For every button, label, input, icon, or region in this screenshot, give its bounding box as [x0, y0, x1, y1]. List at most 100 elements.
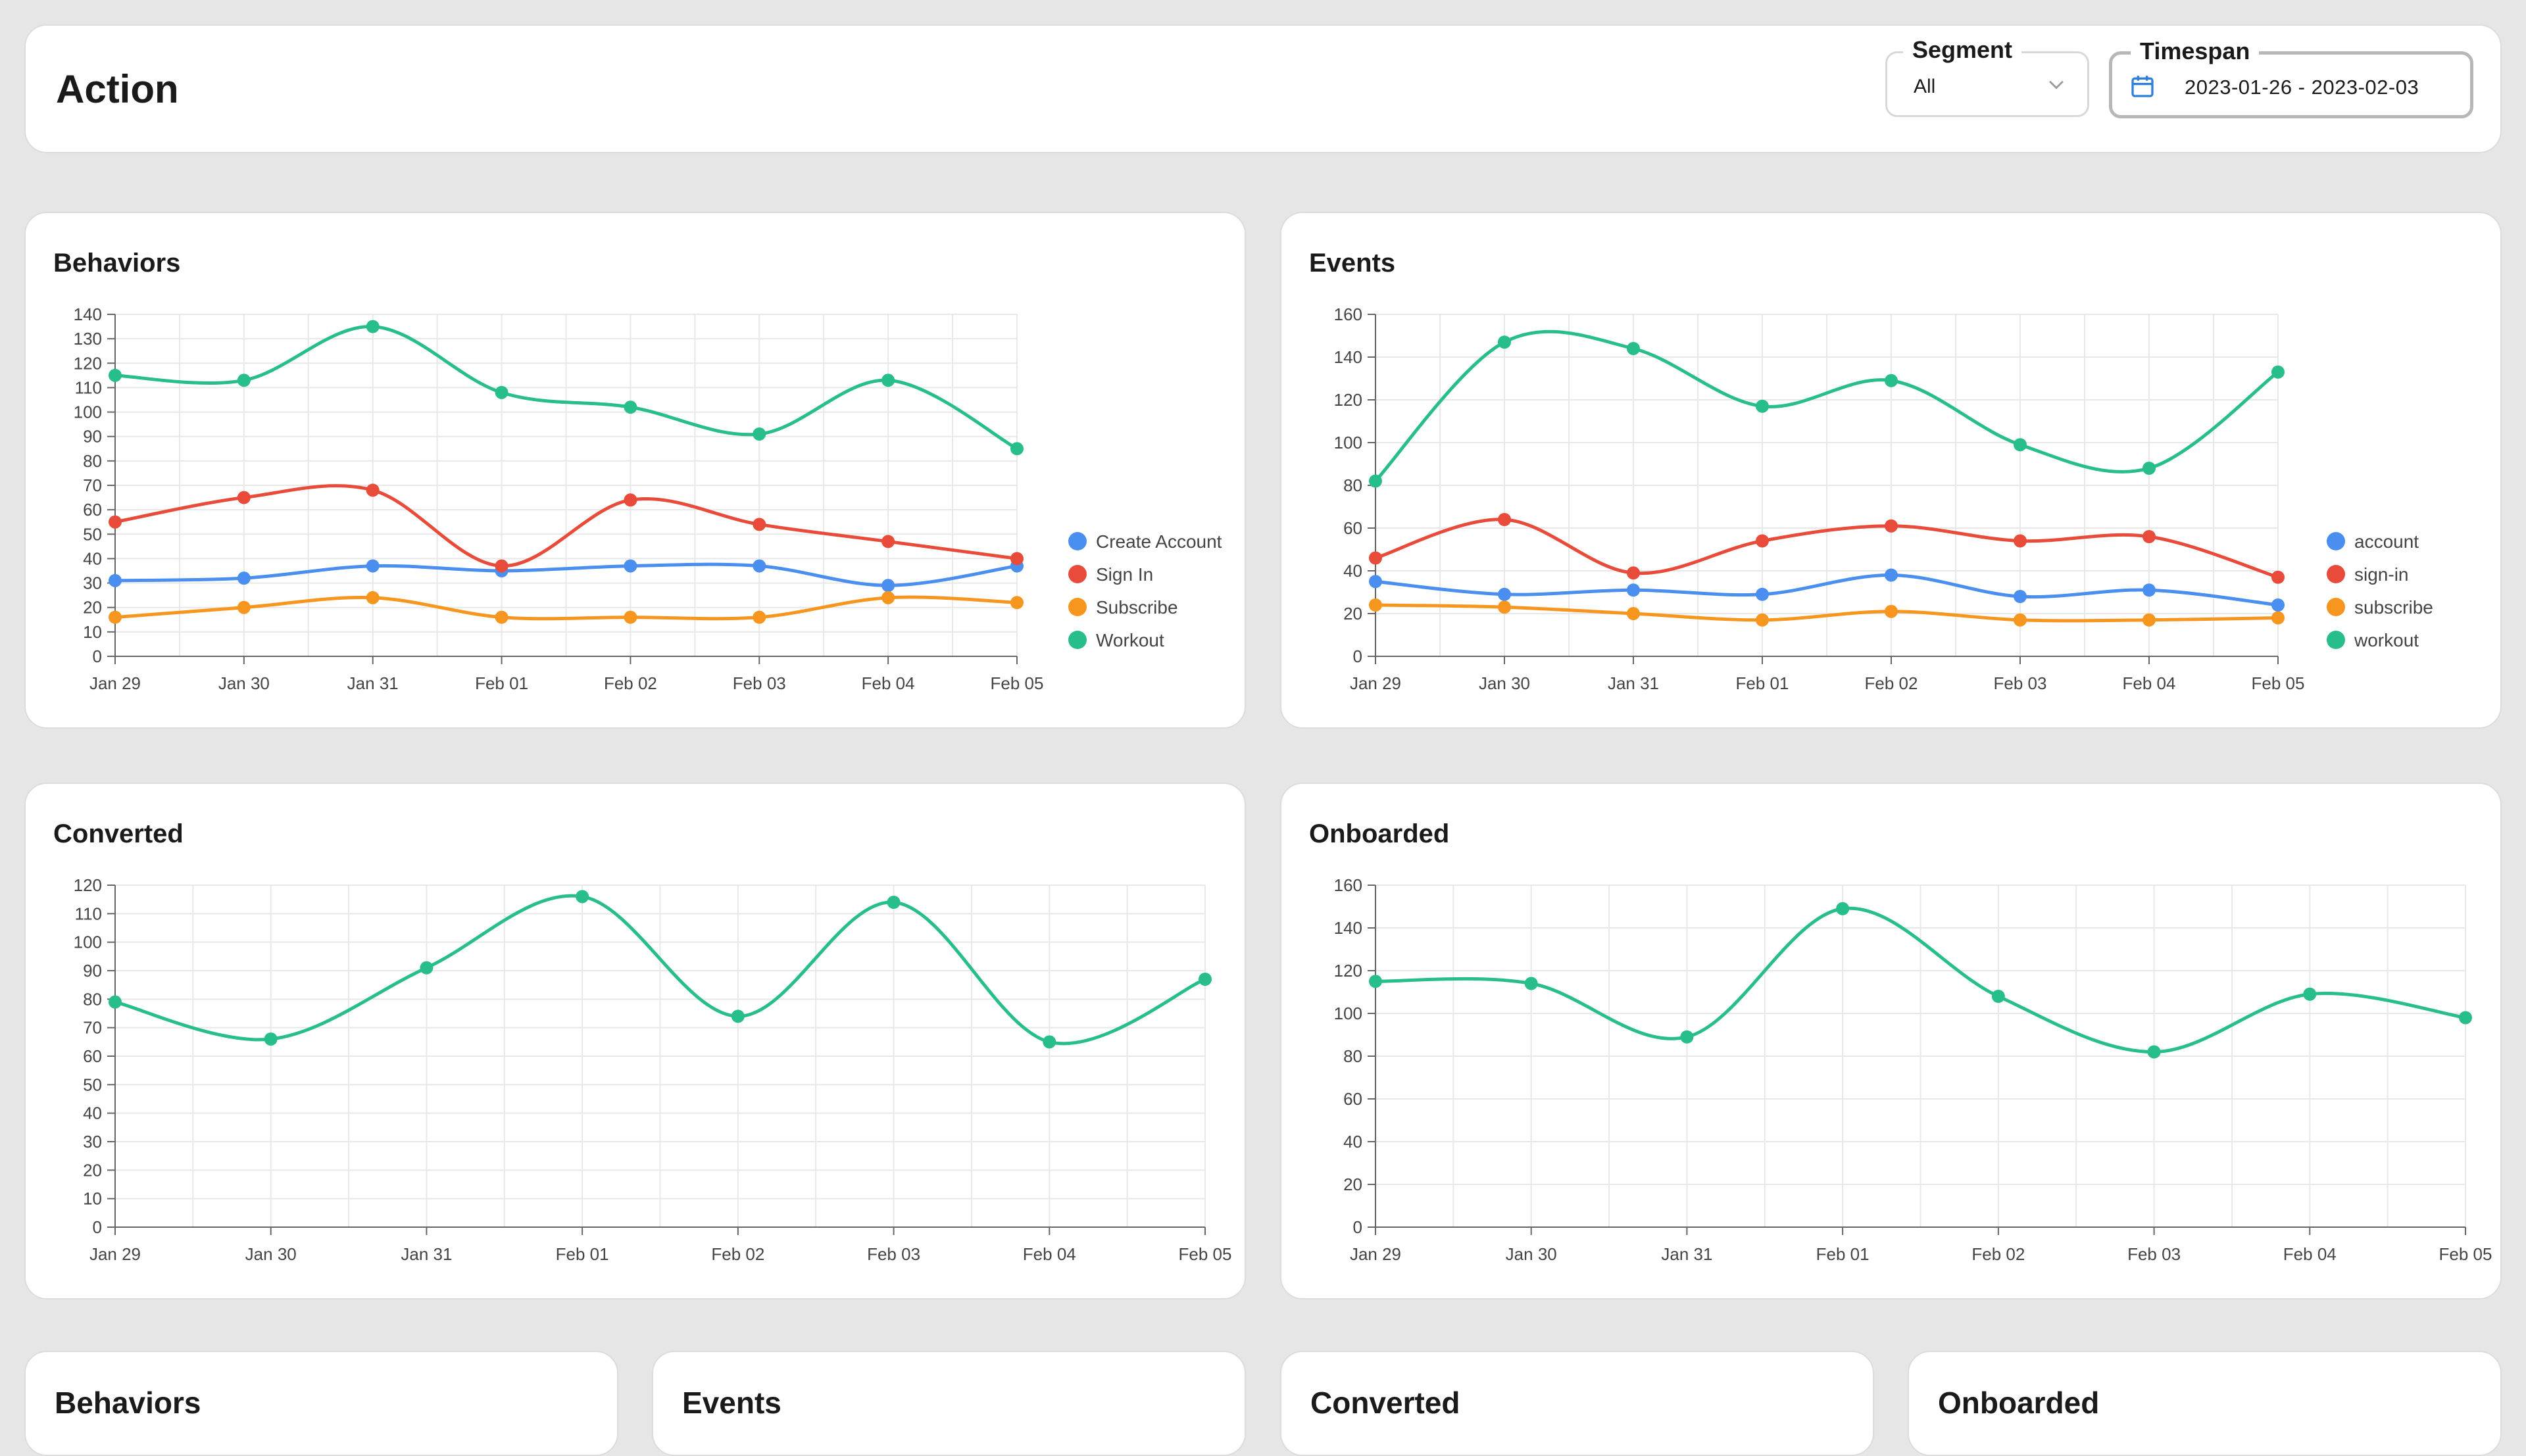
data-point — [1199, 973, 1212, 986]
data-point — [1756, 534, 1769, 548]
series-line — [1375, 906, 2466, 1054]
segment-select[interactable]: Segment All — [1885, 36, 2089, 117]
data-point — [1885, 374, 1898, 387]
y-tick-label: 130 — [74, 329, 102, 349]
y-tick-label: 110 — [75, 377, 102, 397]
y-tick-label: 60 — [1343, 518, 1362, 538]
data-point — [366, 320, 380, 333]
series-workout — [1369, 329, 2285, 488]
x-tick-label: Jan 30 — [1479, 673, 1530, 693]
y-tick-label: 10 — [83, 1189, 102, 1209]
data-point — [2271, 598, 2285, 612]
series-subscribe — [109, 591, 1024, 624]
legend-label: Create Account — [1096, 531, 1222, 552]
y-tick-label: 60 — [1343, 1089, 1362, 1109]
data-point — [1369, 474, 1382, 488]
data-point — [1010, 596, 1024, 610]
x-tick-label: Feb 04 — [2283, 1244, 2337, 1264]
x-tick-label: Feb 03 — [2127, 1244, 2181, 1264]
onboarded-chart-card: Onboarded 0 20 40 60 80 100 120 140 160 Jan 29 Jan… — [1280, 783, 2502, 1299]
converted-chart: 0 10 20 30 40 50 60 70 80 90 100 110 120 Jan 29 Jan 30… — [74, 875, 1232, 1264]
y-tick-label: 20 — [83, 598, 102, 618]
x-tick-label: Feb 03 — [867, 1244, 920, 1264]
card-title: Converted — [1310, 1386, 1460, 1420]
series-line — [1375, 518, 2279, 579]
series-subscribe — [1369, 598, 2285, 627]
data-point — [1756, 587, 1769, 601]
data-point — [1010, 442, 1024, 456]
data-point — [1627, 566, 1640, 580]
y-tick-label: 0 — [93, 646, 102, 666]
x-tick-label: Feb 05 — [2439, 1244, 2492, 1264]
series-line — [114, 325, 1018, 450]
events-chart: 0 20 40 60 80 100 120 140 160 Jan 29 Jan 30 Jan 31 F… — [1334, 304, 2433, 693]
events-summary-card: Events — [652, 1351, 1246, 1456]
legend-label: account — [2354, 531, 2419, 552]
x-tick-label: Feb 01 — [1736, 673, 1789, 693]
data-point — [881, 535, 895, 548]
legend-swatch — [1068, 598, 1087, 616]
segment-value: All — [1914, 76, 1936, 97]
legend-swatch — [2327, 565, 2345, 583]
data-point — [1010, 552, 1024, 566]
data-point — [2014, 590, 2027, 603]
x-tick-label: Feb 04 — [862, 673, 915, 693]
data-point — [1991, 990, 2005, 1003]
y-tick-label: 40 — [83, 1104, 102, 1123]
data-point — [109, 515, 122, 529]
grid-lines — [1375, 885, 2466, 1228]
data-point — [1369, 975, 1382, 988]
segment-label: Segment — [1903, 36, 2022, 64]
y-tick-label: 120 — [1334, 390, 1362, 410]
card-title: Events — [682, 1386, 781, 1420]
data-point — [2014, 438, 2027, 452]
grid-lines — [1375, 314, 2279, 657]
y-tick-label: 110 — [75, 904, 102, 923]
y-tick-label: 100 — [74, 933, 102, 952]
legend-label: Workout — [1096, 630, 1164, 650]
y-tick-label: 60 — [83, 500, 102, 520]
x-tick-label: Feb 02 — [1971, 1244, 2025, 1264]
data-point — [264, 1032, 278, 1046]
x-tick-label: Feb 02 — [604, 673, 657, 693]
data-point — [109, 368, 122, 382]
data-point — [1885, 604, 1898, 618]
legend-label: sign-in — [2354, 564, 2408, 585]
data-point — [420, 961, 433, 975]
data-point — [1369, 598, 1382, 612]
converted-chart-card: Converted 0 10 20 30 40 50 60 70 80 90 100 110 120 Ja… — [24, 783, 1246, 1299]
card-title: Behaviors — [55, 1386, 201, 1420]
y-tick-label: 20 — [1343, 1175, 1362, 1194]
y-tick-label: 40 — [1343, 561, 1362, 581]
data-point — [495, 385, 508, 399]
events-chart-card: Events 0 20 40 60 80 100 120 140 160 Jan 29 Jan 30… — [1280, 212, 2502, 729]
series-line — [1375, 573, 2279, 607]
x-tick-label: Feb 02 — [711, 1244, 764, 1264]
series-line — [1375, 603, 2279, 623]
data-point — [237, 600, 251, 614]
data-point — [576, 890, 589, 904]
data-point — [881, 591, 895, 604]
data-point — [753, 518, 766, 531]
x-tick-label: Feb 03 — [1994, 673, 2047, 693]
data-point — [2142, 462, 2156, 475]
y-tick-label: 100 — [1334, 1004, 1362, 1023]
data-point — [1498, 600, 1511, 614]
y-tick-label: 0 — [93, 1217, 102, 1237]
legend-swatch — [1068, 532, 1087, 550]
data-point — [237, 374, 251, 387]
y-tick-label: 20 — [1343, 604, 1362, 623]
timespan-picker[interactable]: Timespan 2023-01-26 - 2023-02-03 — [2109, 37, 2473, 118]
data-point — [2142, 613, 2156, 627]
onboarded-summary-card: Onboarded — [1908, 1351, 2502, 1456]
data-point — [2142, 583, 2156, 597]
x-tick-label: Jan 31 — [401, 1244, 452, 1264]
series-workout — [109, 320, 1024, 456]
y-tick-label: 20 — [83, 1160, 102, 1180]
y-tick-label: 90 — [83, 427, 102, 447]
x-tick-label: Jan 31 — [1661, 1244, 1712, 1264]
data-point — [1756, 399, 1769, 413]
data-point — [753, 559, 766, 573]
y-tick-label: 80 — [83, 451, 102, 471]
series-sign-in — [1369, 513, 2285, 584]
